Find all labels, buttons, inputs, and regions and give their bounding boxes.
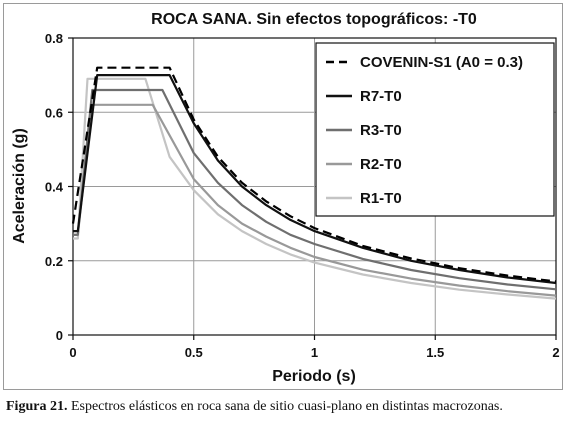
chart-title: ROCA SANA. Sin efectos topográficos: -T0	[151, 11, 477, 28]
y-tick-label: 0.6	[45, 105, 63, 120]
figure-caption: Figura 21. Espectros elásticos en roca s…	[6, 398, 561, 415]
x-tick-label: 1	[311, 345, 318, 360]
legend-label: R1-T0	[360, 190, 402, 207]
chart: ROCA SANA. Sin efectos topográficos: -T0…	[11, 11, 560, 385]
series-group	[71, 66, 557, 300]
legend-label: R7-T0	[360, 88, 402, 105]
legend-box	[315, 42, 555, 217]
legend-label: R3-T0	[360, 122, 402, 139]
x-tick-label: 0	[69, 345, 76, 360]
y-tick-label: 0.4	[45, 180, 64, 195]
series-line-r7-t0	[73, 73, 557, 285]
y-tick-label: 0	[56, 328, 63, 343]
series-line-r2-t0	[73, 103, 557, 297]
y-tick-label: 0.8	[45, 31, 63, 46]
legend: COVENIN-S1 (A0 = 0.3) R7-T0 R3-T0 R2-T0 R1-T…	[315, 42, 555, 217]
series-line-r3-t0	[73, 88, 557, 291]
legend-label: R2-T0	[360, 156, 402, 173]
caption-label: Figura 21.	[6, 399, 68, 414]
x-axis-label: Periodo (s)	[272, 368, 356, 385]
y-axis-label: Aceleración (g)	[11, 128, 28, 244]
y-tick-label: 0.2	[45, 254, 63, 269]
x-tick-label: 1.5	[426, 345, 444, 360]
x-tick-label: 2	[552, 345, 559, 360]
legend-label: COVENIN-S1 (A0 = 0.3)	[360, 54, 523, 71]
x-tick-label: 0.5	[185, 345, 203, 360]
series-line-r1-t0	[73, 77, 557, 300]
series-line-covenin-s1	[71, 66, 557, 283]
caption-text: Espectros elásticos en roca sana de siti…	[67, 399, 503, 414]
tick-labels: 0 0.2 0.4 0.6 0.8 0 0.5 1 1.5 2	[45, 31, 560, 360]
